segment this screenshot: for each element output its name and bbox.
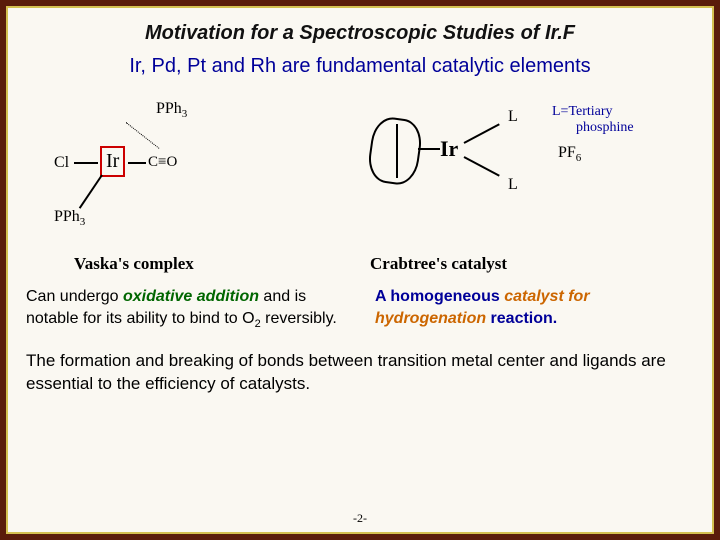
bond-ir-co	[128, 162, 146, 164]
crabtree-diagram: Ir L L PF6 L=Tertiary phosphine	[360, 92, 694, 252]
desc-left-3: reversibly.	[261, 310, 337, 327]
desc-right-1: A homogeneous	[375, 288, 504, 305]
vaska-caption: Vaska's complex	[26, 254, 360, 274]
l-tertiary-2: phosphine	[576, 120, 634, 136]
vaska-description: Can undergo oxidative addition and is no…	[26, 286, 365, 332]
page-number: -2-	[353, 511, 367, 526]
l-tertiary-1: L=Tertiary	[552, 104, 613, 120]
description-row: Can undergo oxidative addition and is no…	[26, 286, 694, 332]
bond-ir-l-bot	[464, 156, 500, 177]
slide-subtitle: Ir, Pd, Pt and Rh are fundamental cataly…	[26, 55, 694, 78]
bottom-text: The formation and breaking of bonds betw…	[26, 350, 694, 396]
bond-ir-l-top	[464, 123, 500, 144]
l-bot: L	[508, 176, 518, 194]
desc-right-2: reaction.	[486, 310, 557, 327]
slide-body: Motivation for a Spectroscopic Studies o…	[6, 6, 714, 534]
bond-ir-pph3-top	[126, 122, 160, 149]
bond-ir-pph3-bot	[79, 174, 103, 208]
cod-inner-line	[396, 124, 398, 178]
outer-frame: Motivation for a Spectroscopic Studies o…	[0, 0, 720, 540]
vaska-diagram: PPh3 Cl Ir C≡O PPh3	[26, 92, 360, 252]
pf6-text: PF	[558, 144, 576, 161]
pph3-top-sub: 3	[182, 108, 188, 120]
pph3-bot-sub: 3	[80, 216, 86, 228]
pph3-top: PPh3	[156, 100, 187, 120]
desc-left-1: Can undergo	[26, 288, 123, 305]
ir-crabtree: Ir	[440, 136, 458, 162]
caption-row: Vaska's complex Crabtree's catalyst	[26, 254, 694, 274]
pph3-bot: PPh3	[54, 208, 85, 228]
bond-cod-ir	[418, 148, 440, 150]
diagram-row: PPh3 Cl Ir C≡O PPh3 Ir	[26, 92, 694, 252]
cl-label: Cl	[54, 154, 69, 172]
pf6-sub: 6	[576, 152, 582, 164]
pph3-bot-text: PPh	[54, 208, 80, 225]
co-label: C≡O	[148, 154, 177, 171]
l-top: L	[508, 108, 518, 126]
bond-cl-ir	[74, 162, 98, 164]
crabtree-caption: Crabtree's catalyst	[360, 254, 694, 274]
slide-title: Motivation for a Spectroscopic Studies o…	[26, 22, 694, 45]
pf6: PF6	[558, 144, 581, 164]
cod-ring	[366, 115, 425, 187]
ir-box-vaska: Ir	[100, 146, 125, 177]
pph3-top-text: PPh	[156, 100, 182, 117]
crabtree-description: A homogeneous catalyst for hydrogenation…	[365, 286, 694, 332]
desc-left-green: oxidative addition	[123, 288, 259, 305]
